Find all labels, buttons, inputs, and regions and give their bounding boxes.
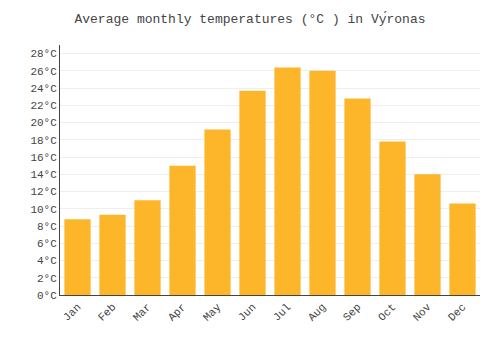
svg-text:10°C: 10°C — [30, 204, 57, 216]
svg-text:24°C: 24°C — [30, 83, 57, 95]
svg-text:Dec: Dec — [446, 301, 468, 323]
svg-text:Sep: Sep — [341, 301, 363, 323]
svg-text:Jan: Jan — [61, 301, 83, 323]
svg-text:12°C: 12°C — [30, 186, 57, 198]
svg-text:Mar: Mar — [131, 301, 153, 323]
svg-text:8°C: 8°C — [37, 221, 57, 233]
svg-text:18°C: 18°C — [30, 135, 57, 147]
svg-text:2°C: 2°C — [37, 273, 57, 285]
svg-text:6°C: 6°C — [37, 238, 57, 250]
svg-text:Jul: Jul — [271, 301, 293, 323]
svg-text:16°C: 16°C — [30, 152, 57, 164]
svg-text:20°C: 20°C — [30, 117, 57, 129]
svg-text:4°C: 4°C — [37, 255, 57, 267]
svg-text:Aug: Aug — [306, 301, 328, 323]
svg-text:26°C: 26°C — [30, 66, 57, 78]
svg-text:Oct: Oct — [376, 301, 398, 323]
svg-text:Average monthly temperatures (: Average monthly temperatures (°C ) in Vу… — [74, 11, 425, 27]
svg-text:22°C: 22°C — [30, 100, 57, 112]
svg-text:0°C: 0°C — [37, 290, 57, 302]
svg-text:14°C: 14°C — [30, 169, 57, 181]
svg-text:Jun: Jun — [236, 301, 258, 323]
svg-text:28°C: 28°C — [30, 48, 57, 60]
svg-text:Feb: Feb — [96, 301, 118, 323]
svg-text:Nov: Nov — [411, 301, 434, 324]
svg-text:May: May — [201, 301, 224, 324]
svg-text:Apr: Apr — [166, 301, 188, 323]
